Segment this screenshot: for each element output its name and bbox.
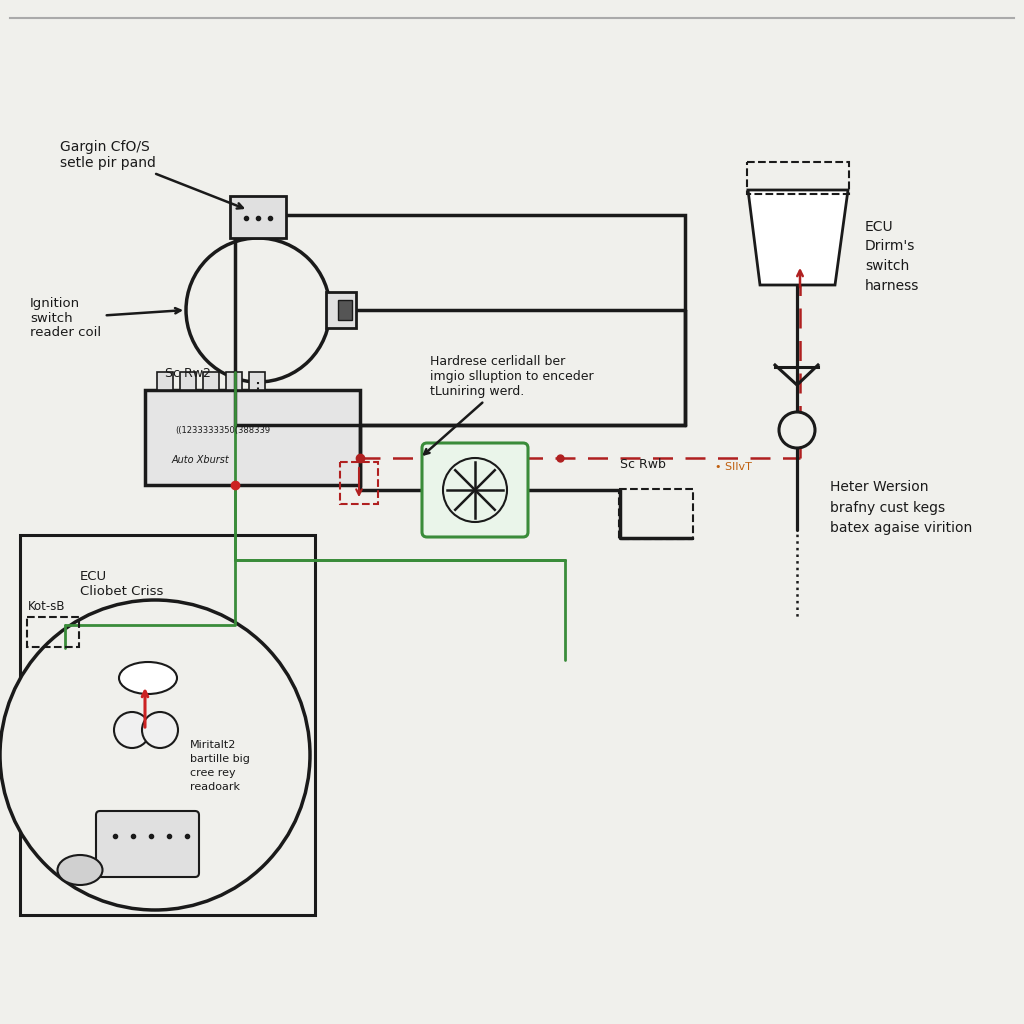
Bar xyxy=(145,390,360,485)
Text: Auto Xburst: Auto Xburst xyxy=(171,455,229,465)
Ellipse shape xyxy=(119,662,177,694)
Text: ECU
Drirm's
switch
harness: ECU Drirm's switch harness xyxy=(865,220,920,293)
Bar xyxy=(338,300,352,319)
Circle shape xyxy=(142,712,178,748)
Bar xyxy=(234,215,685,425)
Text: • SlIvT: • SlIvT xyxy=(715,462,752,472)
Circle shape xyxy=(114,712,150,748)
Text: Ignition
switch
reader coil: Ignition switch reader coil xyxy=(30,297,180,340)
FancyBboxPatch shape xyxy=(96,811,199,877)
Text: Sc Rw2: Sc Rw2 xyxy=(165,367,211,380)
Bar xyxy=(249,372,265,390)
Bar xyxy=(340,462,378,504)
Text: Hardrese cerlidall ber
imgio slluption to enceder
tLuniring werd.: Hardrese cerlidall ber imgio slluption t… xyxy=(424,355,594,455)
Text: Sc Rwb: Sc Rwb xyxy=(620,458,666,471)
Bar xyxy=(226,372,242,390)
Text: ((1233333350(388339: ((1233333350(388339 xyxy=(175,426,270,434)
Bar xyxy=(203,372,219,390)
Text: ECU
Cliobet Criss: ECU Cliobet Criss xyxy=(80,570,164,598)
Text: Kot-sB: Kot-sB xyxy=(28,600,66,613)
Circle shape xyxy=(779,412,815,449)
Ellipse shape xyxy=(57,855,102,885)
Circle shape xyxy=(0,600,310,910)
FancyBboxPatch shape xyxy=(422,443,528,537)
Bar xyxy=(230,196,286,238)
Circle shape xyxy=(186,238,330,382)
Bar xyxy=(20,535,315,915)
Bar xyxy=(326,292,356,328)
Bar xyxy=(157,372,173,390)
Text: Heter Wersion
brafny cust kegs
batex agaise virition: Heter Wersion brafny cust kegs batex aga… xyxy=(830,480,972,536)
Text: Miritalt2
bartille big
cree rey
readoark: Miritalt2 bartille big cree rey readoark xyxy=(190,740,250,792)
Polygon shape xyxy=(748,190,848,285)
Bar xyxy=(180,372,196,390)
Text: Gargin CfO/S
setle pir pand: Gargin CfO/S setle pir pand xyxy=(60,140,243,209)
